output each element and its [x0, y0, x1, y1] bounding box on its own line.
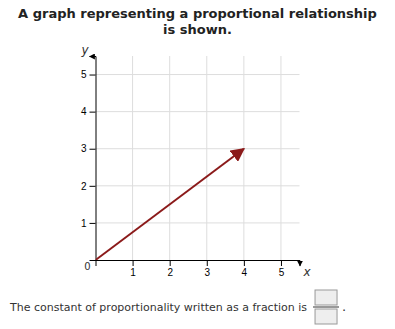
tick-label: 2 [81, 181, 87, 192]
tick-label: 3 [81, 143, 87, 154]
origin-label: 0 [84, 261, 90, 272]
numerator-box [315, 290, 337, 305]
tick-mark [90, 149, 96, 150]
tick: 3 [204, 260, 210, 278]
tick-mark [281, 260, 282, 266]
tick: 4 [81, 106, 96, 117]
tick: 5 [81, 69, 96, 80]
chart: A graph representing a proportional rela… [0, 0, 395, 329]
tick-mark [90, 186, 96, 187]
tick-label: 1 [130, 267, 136, 278]
grid-line-x [206, 56, 207, 260]
grid-line-y [96, 74, 300, 75]
tick-mark [244, 260, 245, 266]
tick-label: 4 [81, 106, 87, 117]
marks [96, 149, 244, 260]
footnote: The constant of proportionality written … [9, 301, 307, 314]
tick-label: 3 [204, 267, 210, 278]
y-axis-label: y [81, 43, 90, 57]
tick-mark [207, 260, 208, 266]
tick: 4 [242, 260, 248, 278]
grid-line-y [96, 185, 300, 186]
tick: 5 [279, 260, 285, 278]
tick-label: 1 [81, 218, 87, 229]
tick-label: 4 [242, 267, 248, 278]
tick-label: 5 [279, 267, 285, 278]
grid-line-x [169, 56, 170, 260]
axis-line [96, 261, 300, 267]
grid-line-x [243, 56, 244, 260]
tick-label: 2 [167, 267, 173, 278]
x-axis-label: x [303, 265, 312, 279]
grid-line-x [280, 56, 281, 260]
grid-line-x [132, 56, 133, 260]
denominator-box [315, 309, 337, 324]
grid-line-y [96, 222, 300, 223]
fraction-bar [313, 306, 339, 307]
tick: 2 [167, 260, 173, 278]
plot: 1 2 3 4 5 1 2 3 4 5 x y 0 [81, 43, 312, 279]
tick: 2 [81, 181, 96, 192]
tick-mark [170, 260, 171, 266]
tick-mark [133, 260, 134, 266]
title: A graph representing a proportional rela… [18, 6, 377, 37]
tick-mark [90, 112, 96, 113]
x-axis: 1 2 3 4 5 [96, 260, 300, 278]
tick-mark [90, 75, 96, 76]
axis-line [90, 57, 97, 261]
tick: 1 [81, 218, 96, 229]
grid-line-y [96, 148, 300, 149]
footnote-end: . [342, 299, 346, 314]
tick-mark [90, 223, 96, 224]
grid-line-y [96, 111, 300, 112]
tick: 1 [130, 260, 136, 278]
tick-label: 5 [81, 69, 87, 80]
tick: 3 [81, 143, 96, 154]
proportional-line [96, 149, 244, 260]
grid [96, 56, 300, 260]
y-axis: 1 2 3 4 5 [81, 57, 96, 261]
